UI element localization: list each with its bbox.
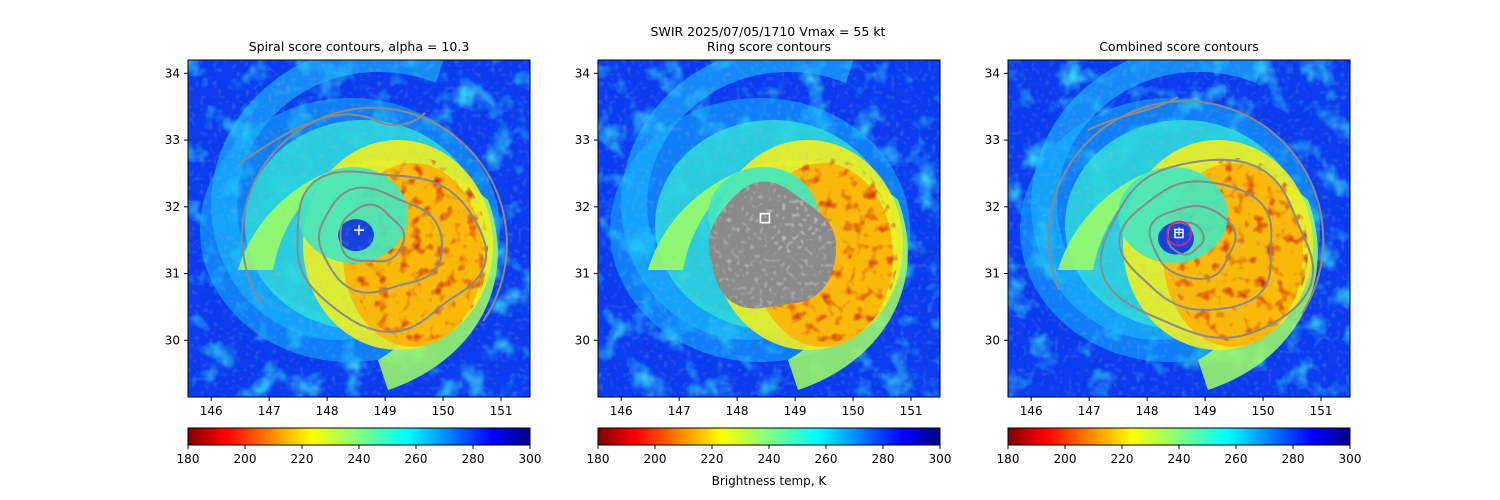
colorbar-tick-label: 240	[758, 452, 781, 466]
ring-score-disk	[708, 181, 837, 309]
colorbar-tick-label: 260	[405, 452, 428, 466]
y-tick-label: 31	[165, 267, 180, 281]
panel-title: Combined score contours	[1099, 39, 1259, 54]
spiral-contour	[317, 186, 444, 294]
x-tick-label: 147	[258, 404, 281, 418]
colorbar: 180 200 220 240 260 280 300	[177, 427, 542, 466]
x-tick-label: 150	[1252, 404, 1275, 418]
spiral-contour	[339, 203, 406, 263]
panel-title: Ring score contours	[707, 39, 831, 54]
colorbar-tick-label: 300	[929, 452, 952, 466]
spiral-contour	[296, 170, 488, 334]
colorbar-tick-label: 260	[815, 452, 838, 466]
combined-contour	[1087, 96, 1179, 131]
y-tick-label: 31	[985, 267, 1000, 281]
y-tick-label: 34	[165, 66, 180, 80]
colorbar-tick-label: 280	[1282, 452, 1305, 466]
combined-contour	[1047, 100, 1325, 315]
colorbar-tick-label: 220	[701, 452, 724, 466]
y-tick-label: 32	[985, 200, 1000, 214]
x-tick-label: 149	[1194, 404, 1217, 418]
y-tick-label: 30	[985, 333, 1000, 347]
axes-frame	[1007, 59, 1351, 398]
colorbar-tick-label: 220	[1111, 452, 1134, 466]
x-tick-label: 146	[610, 404, 633, 418]
x-tick-label: 146	[1020, 404, 1043, 418]
x-tick-label: 148	[316, 404, 339, 418]
colorbar-tick-label: 240	[1168, 452, 1191, 466]
axes-frame	[187, 59, 531, 398]
combined-contours	[1047, 96, 1325, 339]
y-tick-label: 32	[165, 200, 180, 214]
spiral-contour	[239, 112, 426, 164]
panel-1: Spiral score contours, alpha = 10.3 146 14…	[165, 39, 542, 466]
colorbar-tick-label: 200	[234, 452, 257, 466]
y-tick-label: 33	[165, 133, 180, 147]
center-square-marker	[759, 212, 771, 224]
x-tick-label: 150	[432, 404, 455, 418]
x-tick-label: 151	[1310, 404, 1333, 418]
combined-contour	[1148, 205, 1237, 280]
x-tick-label: 151	[490, 404, 513, 418]
y-tick-label: 33	[985, 133, 1000, 147]
y-tick-label: 31	[575, 267, 590, 281]
x-tick-label: 146	[200, 404, 223, 418]
colorbar-tick-label: 260	[1225, 452, 1248, 466]
ring-score-disk	[708, 181, 837, 309]
x-tick-label: 147	[1078, 404, 1101, 418]
colorbar-tick-label: 300	[519, 452, 542, 466]
colorbar-tick-label: 220	[291, 452, 314, 466]
colorbar-tick-label: 180	[177, 452, 200, 466]
colorbar-tick-label: 280	[872, 452, 895, 466]
center-plus-marker	[354, 225, 364, 236]
x-tick-label: 148	[726, 404, 749, 418]
panel-3: Combined score contours 146 147 148 149 150 15…	[985, 39, 1362, 466]
colorbar-tick-label: 300	[1339, 452, 1362, 466]
colorbar: 180 200 220 240 260 280 300	[997, 427, 1362, 466]
y-tick-label: 32	[575, 200, 590, 214]
x-tick-label: 149	[374, 404, 397, 418]
colorbar-tick-label: 180	[587, 452, 610, 466]
y-tick-label: 34	[575, 66, 590, 80]
combined-contour	[1118, 180, 1273, 312]
x-tick-label: 147	[668, 404, 691, 418]
colorbar-tick-label: 180	[997, 452, 1020, 466]
panel-title: Spiral score contours, alpha = 10.3	[249, 39, 470, 54]
x-tick-label: 148	[1136, 404, 1159, 418]
y-tick-label: 34	[985, 66, 1000, 80]
colorbar-tick-label: 280	[462, 452, 485, 466]
panel-2: Ring score contours 146 147 148 149 150 151 30 3…	[575, 39, 952, 466]
spiral-contour	[241, 106, 508, 322]
y-tick-label: 30	[165, 333, 180, 347]
colorbar-label: Brightness temp, K	[712, 474, 828, 488]
suptitle: SWIR 2025/07/05/1710 Vmax = 55 kt	[651, 24, 886, 39]
colorbar-tick-label: 200	[1054, 452, 1077, 466]
colorbar-tick-label: 200	[644, 452, 667, 466]
colorbar-tick-label: 240	[348, 452, 371, 466]
x-tick-label: 150	[842, 404, 865, 418]
x-tick-label: 151	[900, 404, 923, 418]
colorbar: 180 200 220 240 260 280 300	[587, 427, 952, 466]
axes-frame	[597, 59, 941, 398]
x-tick-label: 149	[784, 404, 807, 418]
combined-contour	[1099, 158, 1315, 339]
y-tick-label: 30	[575, 333, 590, 347]
center-plus-marker	[1175, 227, 1183, 236]
y-tick-label: 33	[575, 133, 590, 147]
spiral-contours	[239, 106, 508, 334]
center-circle-marker	[1166, 220, 1192, 247]
